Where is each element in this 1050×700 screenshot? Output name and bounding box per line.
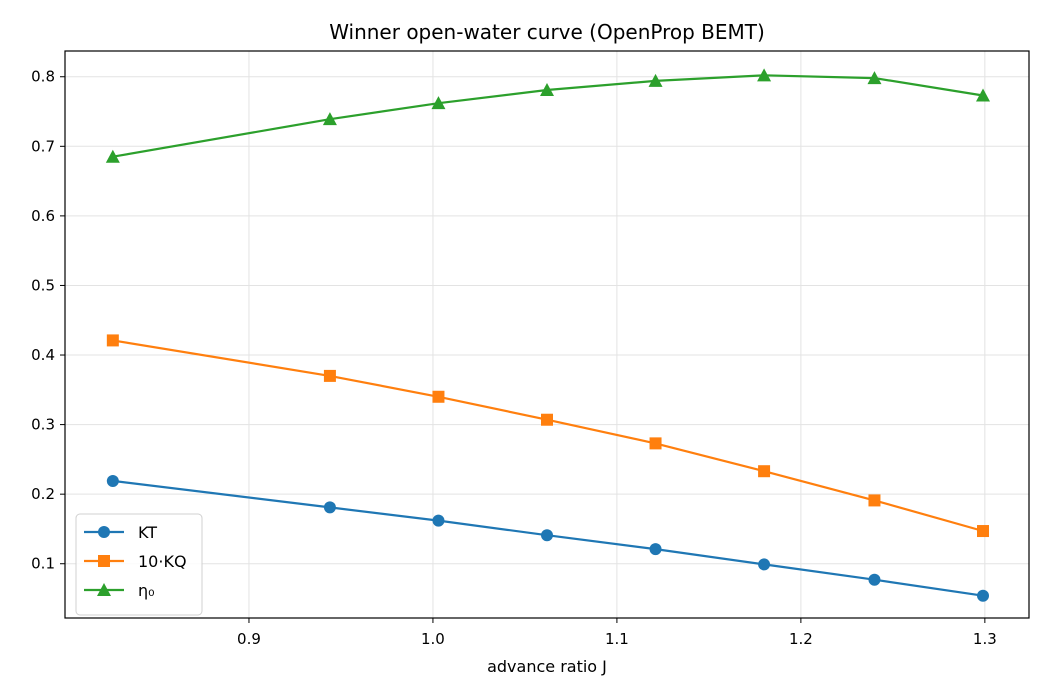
legend-item: η₀	[84, 581, 155, 600]
data-point	[868, 573, 881, 586]
legend-marker	[98, 526, 110, 538]
legend-item: KT	[84, 523, 157, 542]
y-tick-label: 0.1	[31, 555, 55, 573]
data-point	[757, 68, 772, 82]
data-point	[758, 558, 771, 571]
series-line	[112, 479, 984, 597]
data-point	[322, 112, 337, 126]
data-point	[323, 501, 336, 514]
series-line	[112, 339, 984, 533]
y-axis: 0.1 0.2 0.3 0.4 0.5 0.6 0.7 0.8	[31, 68, 65, 573]
y-tick-label: 0.6	[31, 207, 55, 225]
series-1	[106, 474, 990, 602]
y-tick-label: 0.5	[31, 276, 55, 294]
data-point	[106, 474, 119, 487]
data-point	[323, 369, 336, 382]
legend-marker	[98, 555, 110, 567]
data-point	[431, 96, 446, 110]
data-point	[541, 413, 553, 426]
y-tick-label: 0.4	[31, 346, 55, 364]
data-point	[977, 525, 990, 538]
x-tick-label: 1.0	[421, 630, 445, 648]
data-point	[541, 529, 553, 542]
legend-item: 10·KQ	[84, 552, 187, 571]
data-point	[758, 465, 771, 478]
y-tick-label: 0.2	[31, 485, 55, 503]
data-point	[648, 73, 663, 87]
chart-title: Winner open-water curve (OpenProp BEMT)	[329, 20, 765, 44]
y-tick-label: 0.3	[31, 416, 55, 434]
x-axis-label: advance ratio J	[487, 657, 607, 676]
data-point	[105, 149, 120, 163]
data-point	[867, 71, 882, 85]
grid	[65, 51, 1029, 618]
data-point	[649, 437, 662, 450]
legend-label: KT	[138, 523, 157, 542]
x-tick-label: 1.1	[605, 630, 629, 648]
data-point	[977, 589, 990, 602]
x-tick-label: 1.3	[973, 630, 997, 648]
series-3	[105, 68, 991, 163]
y-tick-label: 0.7	[31, 137, 55, 155]
legend: KT 10·KQ η₀	[75, 513, 203, 616]
data-point	[432, 390, 445, 403]
x-tick-label: 0.9	[237, 630, 261, 648]
series-line	[112, 74, 984, 158]
data-point	[976, 88, 991, 102]
x-tick-label: 1.2	[789, 630, 813, 648]
plot-area	[105, 68, 991, 602]
x-axis: 0.9 1.0 1.1 1.2 1.3	[237, 618, 997, 648]
data-point	[868, 494, 881, 507]
data-point	[649, 543, 662, 556]
data-point	[540, 82, 554, 96]
axes-frame	[64, 50, 1030, 619]
legend-marker	[97, 583, 111, 596]
axes-border	[64, 50, 1030, 619]
legend-label: η₀	[138, 581, 155, 600]
series-2	[106, 334, 990, 538]
data-point	[106, 334, 119, 347]
y-tick-label: 0.8	[31, 68, 55, 86]
legend-label: 10·KQ	[138, 552, 187, 571]
data-point	[432, 514, 445, 527]
